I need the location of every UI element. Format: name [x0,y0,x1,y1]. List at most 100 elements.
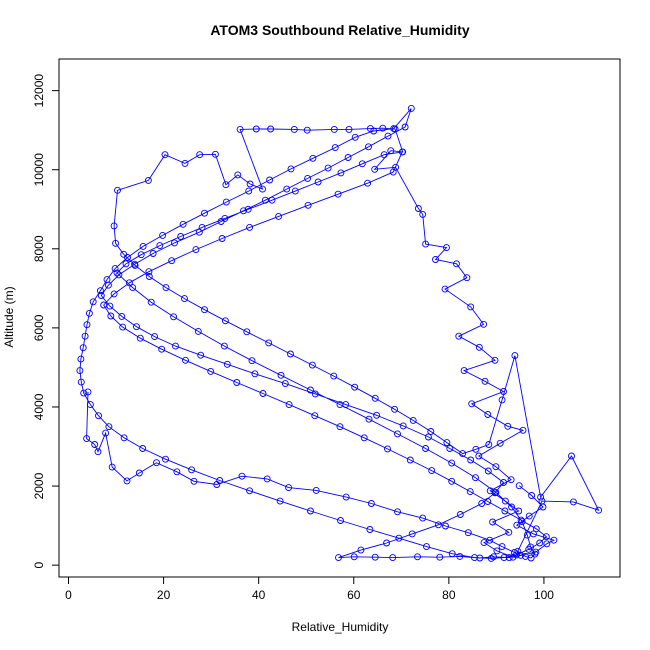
data-point [334,190,342,198]
data-point [304,201,312,209]
data-point [222,198,230,206]
data-point [365,415,373,423]
data-point [233,379,241,386]
data-point [486,536,494,544]
y-tick-label: 12000 [32,74,46,108]
data-point [324,164,332,172]
data-point [162,455,169,463]
data-point [511,352,519,360]
data-point [285,401,293,409]
data-point [290,125,298,133]
data-point [422,240,430,248]
data-point [95,412,102,420]
data-point [392,163,400,171]
data-point [389,554,397,562]
data-point [181,159,189,167]
data-point [194,327,202,335]
data-point [111,265,119,273]
data-point [456,511,464,518]
data-point [351,133,359,141]
data-point [486,487,494,495]
data-point [81,332,89,340]
y-tick-label: 8000 [32,235,46,262]
data-point [285,484,293,492]
data-point [351,383,359,391]
data-point [188,466,196,474]
data-point [509,553,517,561]
data-point [399,422,407,430]
data-point [287,165,295,173]
data-point [371,553,379,561]
data-point [84,388,92,396]
data-point [136,334,144,342]
data-point [505,554,513,562]
data-point [448,459,456,467]
data-point [275,212,283,220]
data-point [428,467,436,475]
data-point [365,143,372,151]
data-point [366,125,374,133]
data-point [243,328,251,336]
data-point [113,269,121,277]
x-tick-label: 20 [157,588,171,602]
data-point [259,185,266,193]
data-point [364,179,372,187]
data-point [491,356,499,364]
data-point [530,530,537,538]
data-point [307,386,314,394]
data-point [500,388,507,395]
data-point [456,552,464,560]
data-point [196,151,204,159]
data-point [528,492,536,499]
data-point [102,429,110,437]
data-point [424,433,432,441]
data-point [135,469,143,477]
data-point [145,268,153,276]
data-point [569,498,577,506]
data-point [539,503,547,511]
chart-title: ATOM3 Southbound Relative_Humidity [210,22,469,38]
data-point [467,303,475,311]
data-point [514,547,522,555]
data-point [119,323,127,331]
data-point [360,434,368,442]
data-point [423,543,430,551]
data-point [211,150,219,158]
data-point [335,554,342,562]
x-tick-label: 60 [347,588,361,602]
data-point [120,250,128,258]
data-point [145,273,153,280]
data-point [125,279,133,287]
data-point [414,553,421,561]
data-point [379,124,387,132]
data-point [265,339,273,347]
data-point [108,463,116,471]
data-point [394,508,401,516]
data-point [384,132,392,140]
data-point [391,405,399,413]
data-point [112,239,120,247]
y-tick-label: 0 [32,561,46,568]
x-axis: 0 20 40 60 80 100 [65,576,554,602]
data-point [464,529,472,537]
data-point [179,220,187,228]
data-point [500,554,508,562]
data-point [137,251,145,259]
data-point [478,500,486,507]
data-point [442,522,449,530]
data-point [453,260,460,268]
data-point [139,242,147,250]
data-point [475,343,483,351]
data-point [173,468,181,476]
data-point [441,285,449,293]
data-point [221,317,229,325]
data-point [345,125,353,133]
y-tick-label: 10000 [32,153,46,187]
data-point [144,176,152,184]
data-point [519,426,527,434]
data-point [337,169,345,177]
data-point [515,507,523,515]
data-point [107,312,115,320]
